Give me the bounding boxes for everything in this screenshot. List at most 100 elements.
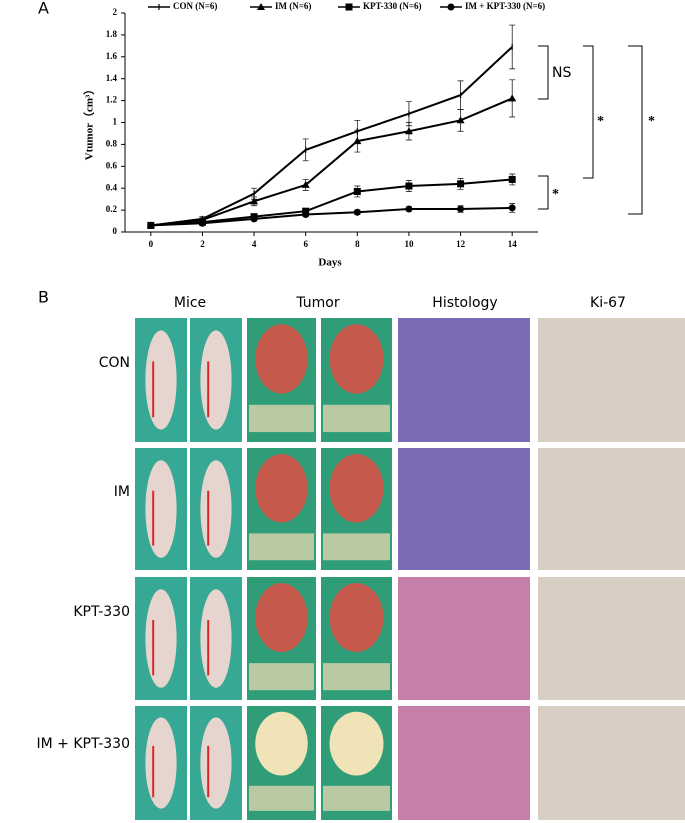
tumor (329, 711, 384, 776)
ruler (249, 404, 314, 433)
x-tick-label: 12 (456, 239, 466, 249)
marker (301, 180, 310, 188)
marker (457, 205, 465, 213)
marker (456, 116, 465, 124)
column-header: Histology (432, 295, 497, 311)
significance-brackets (538, 45, 643, 215)
series-line (150, 97, 513, 227)
y-tick-label: 1 (113, 117, 118, 127)
tumor (329, 324, 384, 394)
y-tick-label: 1.8 (106, 29, 118, 39)
legend-label: CON (N=6) (173, 1, 217, 11)
y-tick-label: 0 (113, 226, 118, 236)
ki67-photo (538, 448, 685, 570)
ruler (249, 785, 314, 811)
panel-label: B (38, 288, 49, 307)
marker (508, 94, 517, 102)
annotation: * (552, 187, 559, 202)
x-tick-label: 2 (200, 239, 205, 249)
mouse-body (145, 460, 177, 558)
column-header: Tumor (295, 295, 340, 311)
marker (302, 210, 310, 218)
marker (457, 180, 465, 188)
annotation: * (597, 114, 604, 129)
y-tick-label: 0.4 (106, 182, 118, 192)
y-tick-label: 1.4 (106, 73, 118, 83)
marker (508, 175, 516, 183)
marker (508, 204, 516, 212)
y-axis-label: Vtumor（cm³） (83, 84, 96, 161)
x-tick-label: 14 (508, 239, 518, 249)
tumor (255, 583, 308, 653)
ki67-photo (538, 706, 685, 820)
tumor (255, 454, 308, 523)
marker (147, 221, 155, 229)
marker (250, 215, 258, 223)
bracket (628, 45, 643, 215)
y-tick-label: 2 (113, 7, 118, 17)
marker (198, 219, 206, 227)
legend-label: IM + KPT-330 (N=6) (465, 1, 545, 11)
legend-label: KPT-330 (N=6) (363, 1, 422, 11)
y-tick-label: 0.2 (106, 204, 118, 214)
row-label: IM (114, 484, 130, 500)
legend-label: IM (N=6) (275, 1, 311, 11)
marker (405, 205, 413, 213)
marker (405, 182, 413, 190)
legend-marker (257, 3, 265, 10)
panel-label: A (38, 0, 49, 18)
y-tick-label: 0.8 (106, 138, 118, 148)
mouse-body (145, 717, 177, 809)
x-tick-label: 10 (404, 239, 414, 249)
y-tick-label: 1.2 (106, 95, 118, 105)
series-line (150, 178, 513, 227)
row-label: IM + KPT-330 (36, 736, 130, 752)
bracket (583, 45, 594, 179)
mouse-body (145, 330, 177, 430)
histology-photo (398, 318, 530, 442)
marker (250, 197, 259, 205)
histology-photo (398, 448, 530, 570)
annotation: NS (552, 65, 571, 81)
ruler (323, 404, 390, 433)
x-tick-label: 6 (303, 239, 308, 249)
x-tick-label: 4 (252, 239, 257, 249)
x-axis-label: Days (318, 257, 342, 269)
ruler (323, 663, 390, 691)
y-tick-label: 0.6 (106, 160, 118, 170)
column-header: Mice (174, 295, 206, 311)
marker (404, 127, 413, 135)
series-line (150, 206, 513, 227)
histology-photo (398, 577, 530, 700)
photo-grid (135, 318, 685, 820)
tumor (255, 711, 308, 776)
mouse-body (200, 330, 232, 430)
bracket (538, 45, 549, 100)
mouse-body (200, 717, 232, 809)
bracket (538, 175, 549, 210)
column-header: Ki-67 (590, 295, 626, 311)
histology-photo (398, 706, 530, 820)
legend-marker (345, 3, 353, 11)
y-tick-label: 1.6 (106, 51, 118, 61)
row-label: CON (99, 355, 130, 371)
marker (353, 208, 361, 216)
ki67-photo (538, 318, 685, 442)
marker (353, 187, 361, 195)
marker (353, 137, 362, 145)
tumor (329, 454, 384, 523)
legend-marker (447, 3, 455, 11)
ruler (323, 533, 390, 561)
ruler (323, 785, 390, 811)
mouse-body (200, 460, 232, 558)
annotation: * (648, 114, 655, 129)
row-label: KPT-330 (73, 604, 130, 620)
tumor (329, 583, 384, 653)
mouse-body (200, 589, 232, 688)
x-tick-label: 0 (149, 239, 154, 249)
ki67-photo (538, 577, 685, 700)
tumor (255, 324, 308, 394)
ruler (249, 533, 314, 561)
ruler (249, 663, 314, 691)
